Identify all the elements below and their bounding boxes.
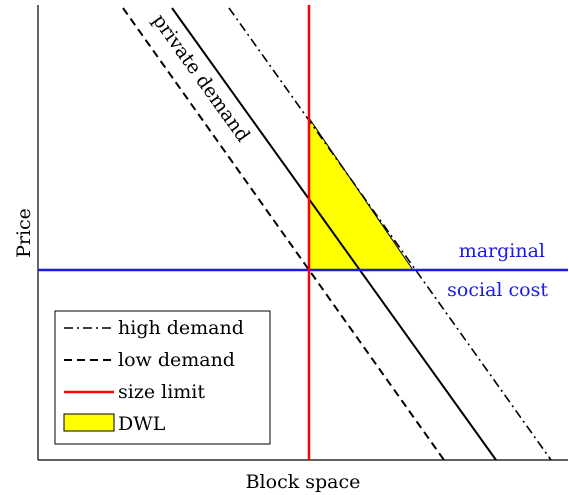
low-demand-line bbox=[122, 7, 445, 461]
legend-size-limit-label: size limit bbox=[118, 381, 205, 403]
legend-low-demand-label: low demand bbox=[118, 349, 235, 371]
y-axis-label: Price bbox=[13, 208, 35, 258]
private-demand-label: private demand bbox=[148, 10, 254, 146]
private-demand-line bbox=[171, 7, 497, 461]
social-cost-label: social cost bbox=[447, 279, 548, 301]
legend: high demand low demand size limit DWL bbox=[54, 310, 271, 445]
x-axis-label: Block space bbox=[246, 471, 361, 493]
legend-high-demand-label: high demand bbox=[118, 317, 244, 339]
legend-dwl-swatch bbox=[63, 413, 115, 432]
marginal-label: marginal bbox=[459, 240, 545, 262]
high-demand-line bbox=[228, 7, 552, 461]
legend-dwl-label: DWL bbox=[118, 413, 166, 435]
